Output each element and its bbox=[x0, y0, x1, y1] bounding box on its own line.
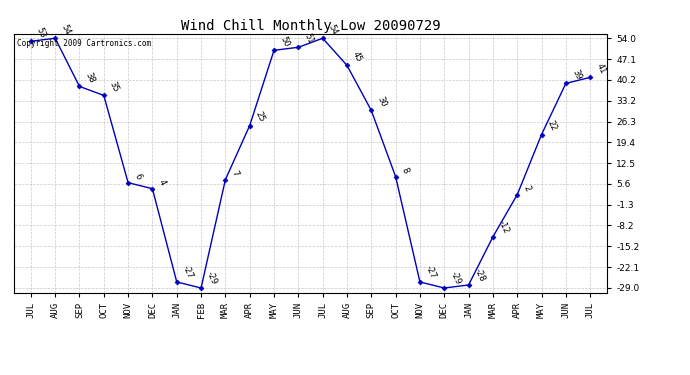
Text: 35: 35 bbox=[108, 80, 121, 93]
Text: -28: -28 bbox=[473, 267, 486, 283]
Text: 38: 38 bbox=[83, 71, 97, 84]
Text: -29: -29 bbox=[205, 270, 219, 286]
Text: 39: 39 bbox=[570, 68, 582, 81]
Text: 50: 50 bbox=[278, 35, 290, 48]
Text: 7: 7 bbox=[230, 169, 240, 177]
Text: -27: -27 bbox=[424, 264, 438, 280]
Text: 30: 30 bbox=[375, 95, 388, 108]
Text: -12: -12 bbox=[497, 219, 511, 235]
Text: Copyright 2009 Cartronics.com: Copyright 2009 Cartronics.com bbox=[17, 39, 151, 48]
Text: -29: -29 bbox=[448, 270, 462, 286]
Text: 54: 54 bbox=[327, 23, 339, 36]
Text: 41: 41 bbox=[594, 62, 607, 75]
Title: Wind Chill Monthly Low 20090729: Wind Chill Monthly Low 20090729 bbox=[181, 19, 440, 33]
Text: 6: 6 bbox=[132, 172, 143, 180]
Text: 4: 4 bbox=[157, 178, 167, 186]
Text: 8: 8 bbox=[400, 166, 411, 174]
Text: -27: -27 bbox=[181, 264, 195, 280]
Text: 54: 54 bbox=[59, 23, 72, 36]
Text: 53: 53 bbox=[35, 26, 48, 39]
Text: 25: 25 bbox=[254, 110, 266, 123]
Text: 2: 2 bbox=[522, 184, 532, 192]
Text: 22: 22 bbox=[546, 119, 558, 132]
Text: 45: 45 bbox=[351, 50, 364, 63]
Text: 51: 51 bbox=[302, 32, 315, 45]
